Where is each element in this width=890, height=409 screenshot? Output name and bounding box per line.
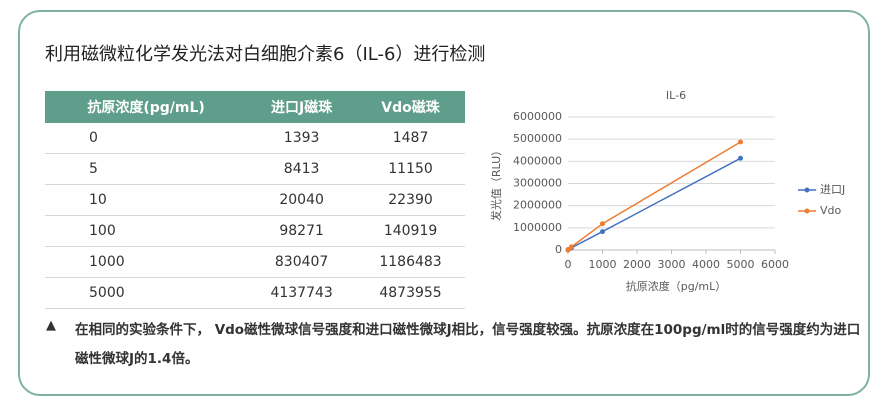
table-cell: 1000 [45, 246, 248, 278]
x-tick-label: 1000 [589, 258, 617, 271]
table-row: 1000 830407 1186483 [45, 246, 465, 278]
title: 利用磁微粒化学发光法对白细胞介素6（IL-6）进行检测 [45, 44, 486, 65]
table-cell: 4137743 [247, 277, 357, 309]
x-tick-label: 2000 [623, 258, 651, 271]
table-cell: 1487 [356, 123, 465, 154]
table-row: 0 1393 1487 [45, 123, 465, 154]
table-cell: 11150 [356, 153, 465, 185]
table-cell: 20040 [247, 184, 357, 216]
x-tick-label: 5000 [727, 258, 755, 271]
data-point [600, 229, 605, 235]
column-header: 抗原浓度(pg/mL) [45, 91, 248, 123]
table-cell: 98271 [247, 215, 357, 247]
table-cell: 140919 [356, 215, 465, 247]
y-tick-label: 0 [555, 243, 562, 256]
y-axis-label: 发光值（RLU） [489, 145, 503, 221]
data-table: 抗原浓度(pg/mL) 进口J磁珠 Vdo磁珠 0 1393 1487 5 8413 11150… [45, 91, 465, 309]
column-header: Vdo磁珠 [356, 91, 465, 123]
table-cell: 1393 [247, 123, 357, 154]
data-point [738, 155, 743, 161]
x-tick-label: 6000 [761, 258, 789, 271]
table-cell: 1186483 [356, 246, 465, 278]
table-cell: 100 [45, 215, 248, 247]
y-tick-label: 4000000 [513, 154, 562, 167]
y-tick-label: 2000000 [513, 199, 562, 212]
table-row: 5000 4137743 4873955 [45, 277, 465, 309]
table-cell: 4873955 [356, 277, 465, 309]
x-tick-label: 3000 [658, 258, 686, 271]
legend-label: Vdo [820, 204, 842, 217]
table-cell: 8413 [247, 153, 357, 185]
series-line [567, 141, 741, 251]
x-tick-label: 4000 [692, 258, 720, 271]
table-row: 100 98271 140919 [45, 215, 465, 247]
legend-label: 进口J [820, 183, 845, 196]
data-point [568, 244, 574, 250]
chart-title: IL-6 [666, 89, 686, 102]
table-row: 5 8413 11150 [45, 153, 465, 185]
y-tick-label: 6000000 [513, 110, 562, 123]
table-cell: 830407 [247, 246, 357, 278]
table-cell: 5000 [45, 277, 248, 309]
table-cell: 22390 [356, 184, 465, 216]
y-tick-label: 5000000 [513, 132, 562, 145]
table-cell: 10 [45, 184, 248, 216]
column-header: 进口J磁珠 [247, 91, 357, 123]
table-row: 10 20040 22390 [45, 184, 465, 216]
card [18, 10, 870, 396]
table-cell: 5 [45, 153, 248, 185]
y-tick-label: 1000000 [513, 221, 562, 234]
note: 在相同的实验条件下， Vdo磁性微球信号强度和进口磁性微球J相比，信号强度较强。… [75, 322, 861, 367]
series-line [567, 157, 741, 251]
table-cell: 0 [45, 123, 248, 154]
chart: IL-6 抗原浓度（pg/mL） 发光值（RLU） 0 1000000 200000… [489, 89, 845, 293]
data-point [738, 139, 743, 145]
bullet-icon: ▲ [46, 318, 56, 333]
data-point [600, 221, 605, 227]
x-tick-label: 0 [565, 258, 572, 271]
x-axis-label: 抗原浓度（pg/mL） [626, 279, 727, 293]
y-tick-label: 3000000 [513, 177, 562, 190]
legend-marker [804, 208, 810, 214]
legend-marker [804, 187, 810, 193]
